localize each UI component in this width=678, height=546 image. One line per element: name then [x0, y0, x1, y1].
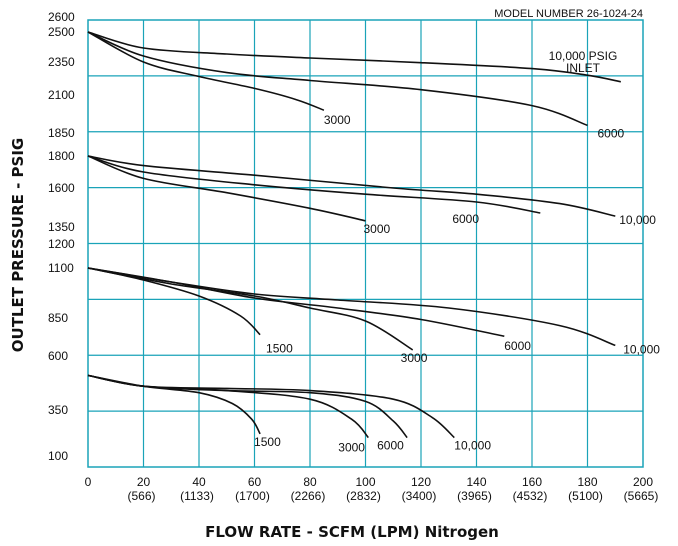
x-tick-label: 200 [633, 475, 653, 489]
series-label: INLET [566, 61, 601, 75]
series-label: 10,000 [454, 439, 491, 453]
series-label: 1500 [266, 342, 293, 356]
series-line [87, 267, 414, 351]
y-tick-label: 1350 [48, 220, 75, 234]
x-tick-label: 80 [303, 475, 317, 489]
x-tick-label: 100 [355, 475, 375, 489]
y-tick-label: 2500 [48, 25, 75, 39]
series-line [87, 155, 366, 222]
chart-grid [87, 19, 644, 468]
series-label: 6000 [452, 212, 479, 226]
series-label: 3000 [324, 113, 351, 127]
x-tick-label: 20 [137, 475, 151, 489]
y-tick-label: 1100 [48, 261, 74, 275]
x-tick-sublabel: (5665) [624, 489, 659, 503]
x-tick-label: 120 [411, 475, 431, 489]
x-tick-label: 0 [85, 475, 92, 489]
y-tick-label: 850 [48, 311, 68, 325]
series-line [87, 267, 261, 336]
x-tick-sublabel: (3400) [402, 489, 437, 503]
y-tick-label: 600 [48, 349, 68, 363]
y-axis-title: OUTLET PRESSURE - PSIG [9, 138, 27, 352]
y-tick-label: 1600 [48, 181, 75, 195]
x-tick-label: 40 [192, 475, 206, 489]
x-tick-sublabel: (2832) [346, 489, 381, 503]
x-tick-label: 160 [522, 475, 542, 489]
y-tick-label: 350 [48, 403, 68, 417]
x-tick-sublabel: (1133) [180, 489, 214, 503]
series-label: 3000 [364, 222, 391, 236]
y-tick-label: 1800 [48, 149, 75, 163]
series-line [87, 374, 369, 439]
series-line [87, 155, 616, 217]
series-line [87, 374, 261, 435]
series-label: 10,000 [619, 213, 656, 227]
series-line [87, 31, 325, 111]
x-tick-sublabel: (5100) [568, 489, 603, 503]
series-line [87, 31, 621, 83]
y-tick-label: 2600 [48, 10, 75, 24]
series-label: 1500 [254, 435, 281, 449]
x-tick-sublabel: (3965) [457, 489, 492, 503]
x-tick-sublabel: (566) [127, 489, 155, 503]
x-tick-sublabel: (4532) [513, 489, 548, 503]
x-tick-label: 60 [248, 475, 262, 489]
series-label: 3000 [338, 441, 365, 455]
model-number: MODEL NUMBER 26-1024-24 [494, 8, 643, 20]
series-line [87, 31, 588, 127]
series-label: 3000 [401, 351, 428, 365]
series-label: 6000 [504, 339, 531, 353]
x-tick-sublabel: (2266) [291, 489, 326, 503]
x-tick-sublabel: (1700) [235, 489, 270, 503]
series-label: 6000 [598, 126, 625, 140]
y-tick-label: 1850 [48, 126, 75, 140]
y-tick-label: 2350 [48, 55, 75, 69]
series-line [87, 267, 616, 347]
series-line [87, 267, 505, 337]
y-tick-label: 100 [48, 449, 68, 463]
series-line [87, 155, 541, 214]
curve-group [87, 31, 621, 439]
x-axis-title: FLOW RATE - SCFM (LPM) Nitrogen [205, 523, 499, 541]
y-tick-label: 2100 [48, 88, 75, 102]
x-tick-label: 180 [577, 475, 597, 489]
y-tick-label: 1200 [48, 237, 75, 251]
series-label: 10,000 [623, 342, 660, 356]
x-tick-group: 0 20(566) 40(1133) 60(1700) 80(2266) 100(2832… [85, 475, 659, 503]
series-label: 10,000 PSIG [549, 49, 618, 63]
series-label: 6000 [377, 439, 404, 453]
x-tick-label: 140 [466, 475, 486, 489]
